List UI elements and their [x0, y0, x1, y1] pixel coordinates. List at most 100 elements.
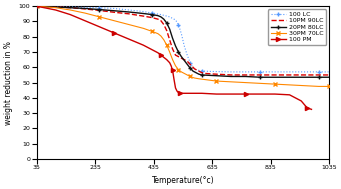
20PM 80LC [83, 7, 87, 10]
100 PM [309, 108, 313, 111]
10PM 90LC [258, 74, 262, 76]
10PM 90LC [54, 6, 58, 8]
10PM 90LC [162, 23, 166, 26]
100 PM [287, 94, 292, 96]
30PM 70LC [243, 81, 248, 84]
30PM 70LC [229, 81, 233, 83]
20PM 80LC [302, 76, 306, 78]
30PM 70LC [214, 80, 219, 82]
100 LC [317, 71, 321, 73]
30PM 70LC [159, 35, 163, 37]
30PM 70LC [273, 83, 277, 85]
10PM 90LC [327, 74, 331, 76]
30PM 70LC [327, 85, 331, 88]
20PM 80LC [188, 67, 192, 69]
100 PM [68, 13, 72, 16]
20PM 80LC [243, 75, 248, 78]
10PM 90LC [156, 18, 160, 20]
20PM 80LC [165, 22, 169, 24]
20PM 80LC [185, 63, 189, 65]
20PM 80LC [170, 37, 175, 39]
10PM 90LC [273, 74, 277, 76]
Legend: 100 LC, 10PM 90LC, 20PM 80LC, 30PM 70LC, 100 PM: 100 LC, 10PM 90LC, 20PM 80LC, 30PM 70LC,… [268, 9, 326, 45]
10PM 90LC [182, 59, 186, 61]
10PM 90LC [179, 57, 183, 59]
30PM 70LC [162, 39, 166, 41]
100 LC [141, 10, 145, 13]
20PM 80LC [229, 75, 233, 78]
30PM 70LC [176, 68, 180, 71]
100 PM [54, 9, 58, 11]
30PM 70LC [156, 33, 160, 35]
100 PM [150, 49, 154, 51]
100 PM [83, 19, 87, 22]
100 PM [34, 5, 39, 7]
10PM 90LC [287, 74, 292, 76]
30PM 70LC [127, 23, 131, 26]
30PM 70LC [317, 85, 321, 88]
100 LC [179, 33, 183, 35]
10PM 90LC [185, 60, 189, 62]
10PM 90LC [168, 39, 172, 41]
100 PM [243, 93, 248, 95]
10PM 90LC [174, 54, 178, 56]
100 PM [229, 93, 233, 95]
Line: 100 PM: 100 PM [34, 4, 314, 112]
30PM 70LC [168, 51, 172, 53]
10PM 90LC [243, 74, 248, 76]
10PM 90LC [197, 70, 201, 72]
10PM 90LC [200, 71, 204, 74]
20PM 80LC [273, 76, 277, 78]
10PM 90LC [83, 8, 87, 10]
10PM 90LC [317, 74, 321, 76]
100 PM [165, 59, 169, 61]
10PM 90LC [141, 15, 145, 17]
10PM 90LC [159, 19, 163, 22]
100 LC [98, 7, 102, 9]
100 LC [287, 71, 292, 73]
Line: 100 LC: 100 LC [34, 4, 331, 74]
20PM 80LC [162, 18, 166, 20]
20PM 80LC [194, 71, 198, 74]
30PM 70LC [197, 78, 201, 80]
30PM 70LC [287, 84, 292, 86]
100 PM [214, 93, 219, 95]
Y-axis label: weight reduction in %: weight reduction in % [4, 41, 13, 125]
100 LC [168, 16, 172, 18]
30PM 70LC [34, 5, 39, 7]
30PM 70LC [68, 9, 72, 11]
30PM 70LC [170, 59, 175, 61]
100 LC [197, 69, 201, 71]
100 PM [159, 54, 163, 56]
100 LC [258, 71, 262, 73]
100 LC [127, 9, 131, 11]
100 PM [172, 78, 176, 81]
10PM 90LC [214, 73, 219, 75]
100 LC [302, 71, 306, 73]
100 PM [127, 38, 131, 40]
30PM 70LC [179, 71, 183, 73]
10PM 90LC [176, 56, 180, 58]
100 PM [169, 65, 173, 67]
10PM 90LC [165, 29, 169, 32]
100 LC [188, 62, 192, 64]
20PM 80LC [159, 16, 163, 18]
100 PM [178, 92, 182, 94]
100 PM [200, 92, 204, 94]
20PM 80LC [54, 6, 58, 8]
100 LC [112, 7, 116, 10]
30PM 70LC [185, 74, 189, 76]
X-axis label: Temperature(°c): Temperature(°c) [151, 176, 214, 185]
20PM 80LC [179, 56, 183, 58]
30PM 70LC [188, 75, 192, 78]
30PM 70LC [192, 77, 196, 79]
100 PM [98, 26, 102, 28]
30PM 70LC [54, 7, 58, 9]
10PM 90LC [150, 16, 154, 19]
20PM 80LC [200, 74, 204, 76]
10PM 90LC [112, 11, 116, 13]
100 LC [243, 71, 248, 73]
100 LC [34, 5, 39, 7]
Line: 10PM 90LC: 10PM 90LC [36, 6, 329, 75]
100 LC [174, 19, 178, 21]
